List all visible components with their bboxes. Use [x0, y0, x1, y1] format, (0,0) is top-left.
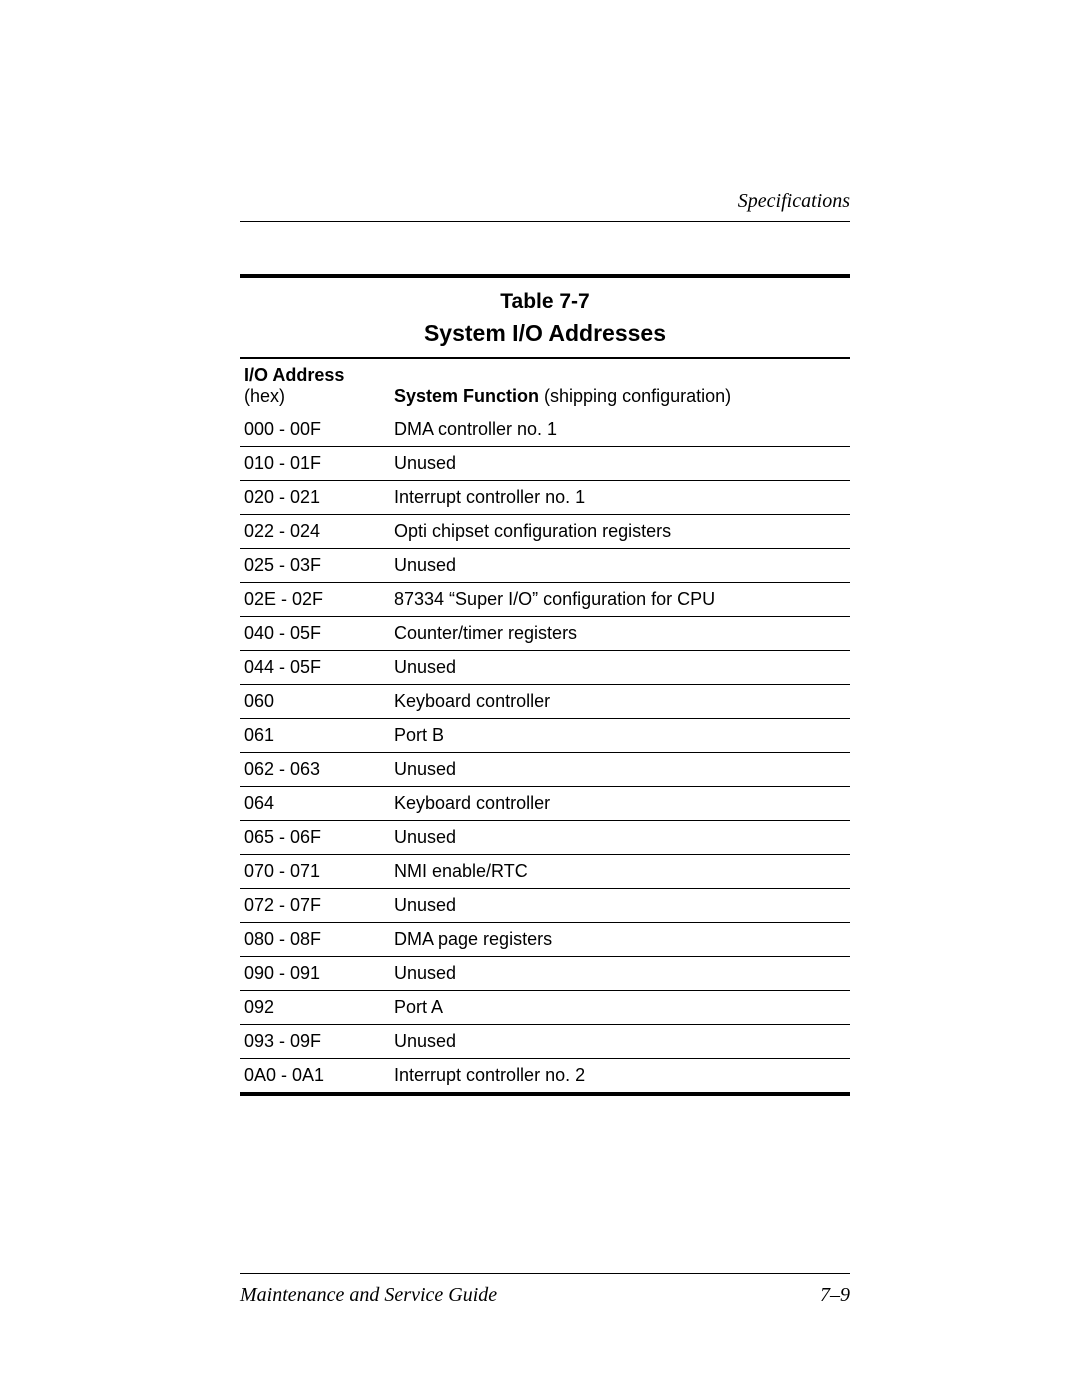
- io-address-table: I/O Address (hex) System Function (shipp…: [240, 359, 850, 1092]
- io-address-cell: 000 - 00F: [240, 413, 390, 447]
- table-row: 080 - 08FDMA page registers: [240, 923, 850, 957]
- page: Specifications Table 7-7 System I/O Addr…: [0, 0, 1080, 1397]
- table-row: 065 - 06FUnused: [240, 821, 850, 855]
- system-function-cell: Keyboard controller: [390, 685, 850, 719]
- page-footer: Maintenance and Service Guide 7–9: [240, 1273, 850, 1307]
- footer-left: Maintenance and Service Guide: [240, 1284, 497, 1307]
- system-function-cell: DMA controller no. 1: [390, 413, 850, 447]
- table-row: 02E - 02F87334 “Super I/O” configuration…: [240, 583, 850, 617]
- system-function-cell: Port B: [390, 719, 850, 753]
- table-header-row: I/O Address (hex) System Function (shipp…: [240, 359, 850, 413]
- footer-right: 7–9: [820, 1284, 850, 1307]
- table-row: 093 - 09FUnused: [240, 1025, 850, 1059]
- system-function-cell: Unused: [390, 753, 850, 787]
- system-function-cell: DMA page registers: [390, 923, 850, 957]
- io-address-cell: 02E - 02F: [240, 583, 390, 617]
- io-address-cell: 060: [240, 685, 390, 719]
- io-address-cell: 040 - 05F: [240, 617, 390, 651]
- io-address-cell: 061: [240, 719, 390, 753]
- io-address-cell: 064: [240, 787, 390, 821]
- table-row: 070 - 071NMI enable/RTC: [240, 855, 850, 889]
- io-address-table-wrap: Table 7-7 System I/O Addresses I/O Addre…: [240, 274, 850, 1096]
- system-function-cell: Unused: [390, 447, 850, 481]
- table-caption: Table 7-7 System I/O Addresses: [240, 278, 850, 357]
- system-function-cell: Port A: [390, 991, 850, 1025]
- table-row: 020 - 021Interrupt controller no. 1: [240, 481, 850, 515]
- io-address-cell: 080 - 08F: [240, 923, 390, 957]
- running-header: Specifications: [240, 190, 850, 222]
- system-function-cell: Unused: [390, 821, 850, 855]
- table-row: 092Port A: [240, 991, 850, 1025]
- io-address-cell: 0A0 - 0A1: [240, 1059, 390, 1093]
- col1-header-bold: I/O Address: [244, 365, 344, 385]
- system-function-cell: Keyboard controller: [390, 787, 850, 821]
- system-function-cell: Unused: [390, 651, 850, 685]
- system-function-cell: 87334 “Super I/O” configuration for CPU: [390, 583, 850, 617]
- table-row: 040 - 05FCounter/timer registers: [240, 617, 850, 651]
- table-row: 025 - 03FUnused: [240, 549, 850, 583]
- col2-header-bold: System Function: [394, 386, 539, 406]
- io-address-cell: 020 - 021: [240, 481, 390, 515]
- bottom-rule: [240, 1092, 850, 1096]
- system-function-cell: Interrupt controller no. 1: [390, 481, 850, 515]
- io-address-cell: 093 - 09F: [240, 1025, 390, 1059]
- system-function-cell: Unused: [390, 889, 850, 923]
- io-address-cell: 090 - 091: [240, 957, 390, 991]
- running-header-text: Specifications: [738, 190, 850, 212]
- system-function-cell: Opti chipset configuration registers: [390, 515, 850, 549]
- io-address-cell: 062 - 063: [240, 753, 390, 787]
- system-function-cell: Unused: [390, 549, 850, 583]
- io-address-cell: 072 - 07F: [240, 889, 390, 923]
- system-function-cell: Interrupt controller no. 2: [390, 1059, 850, 1093]
- table-row: 064Keyboard controller: [240, 787, 850, 821]
- table-row: 000 - 00FDMA controller no. 1: [240, 413, 850, 447]
- table-row: 022 - 024Opti chipset configuration regi…: [240, 515, 850, 549]
- io-address-cell: 065 - 06F: [240, 821, 390, 855]
- table-row: 010 - 01FUnused: [240, 447, 850, 481]
- system-function-cell: Unused: [390, 1025, 850, 1059]
- col2-header-plain: (shipping configuration): [539, 386, 731, 406]
- io-address-cell: 070 - 071: [240, 855, 390, 889]
- col1-header: I/O Address (hex): [240, 359, 390, 413]
- table-number: Table 7-7: [240, 290, 850, 314]
- io-address-cell: 044 - 05F: [240, 651, 390, 685]
- system-function-cell: NMI enable/RTC: [390, 855, 850, 889]
- io-address-cell: 092: [240, 991, 390, 1025]
- table-row: 061Port B: [240, 719, 850, 753]
- io-address-cell: 025 - 03F: [240, 549, 390, 583]
- system-function-cell: Unused: [390, 957, 850, 991]
- io-address-cell: 022 - 024: [240, 515, 390, 549]
- table-title: System I/O Addresses: [240, 320, 850, 347]
- io-address-cell: 010 - 01F: [240, 447, 390, 481]
- table-row: 072 - 07FUnused: [240, 889, 850, 923]
- table-row: 062 - 063Unused: [240, 753, 850, 787]
- table-row: 090 - 091Unused: [240, 957, 850, 991]
- table-row: 060Keyboard controller: [240, 685, 850, 719]
- system-function-cell: Counter/timer registers: [390, 617, 850, 651]
- table-row: 044 - 05FUnused: [240, 651, 850, 685]
- table-row: 0A0 - 0A1Interrupt controller no. 2: [240, 1059, 850, 1093]
- col2-header: System Function (shipping configuration): [390, 359, 850, 413]
- col1-header-plain: (hex): [244, 386, 285, 406]
